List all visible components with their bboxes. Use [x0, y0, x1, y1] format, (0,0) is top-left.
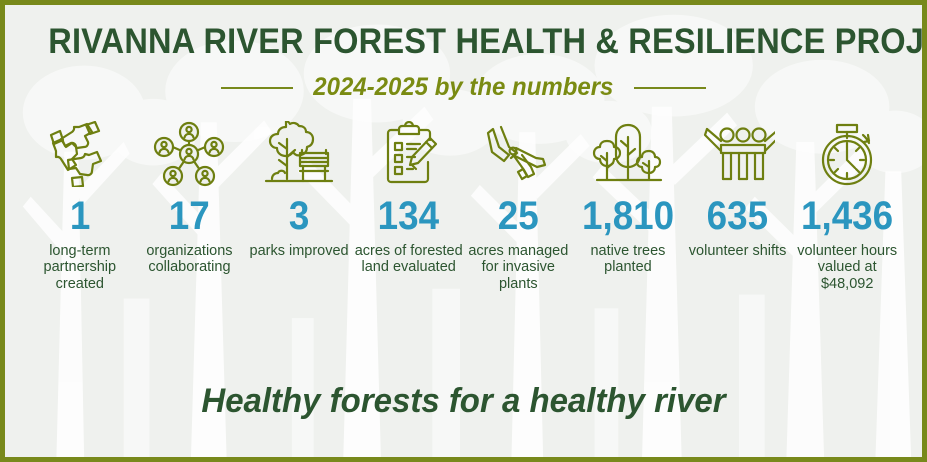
subtitle: 2024-2025 by the numbers [313, 73, 614, 102]
stat-label: acres of forested land evaluated [354, 243, 463, 276]
stat-organizations: 17 organizations collaborating [135, 118, 245, 275]
clipboard-checklist-pencil-icon [372, 118, 446, 190]
stat-value: 635 [706, 194, 769, 239]
subtitle-row: 2024-2025 by the numbers [17, 73, 910, 102]
stat-volunteer-hours: 1,436 volunteer hours valued at $48,092 [792, 118, 902, 292]
stat-value: 25 [497, 194, 539, 239]
stat-acres-evaluated: 134 acres of forested land evaluated [354, 118, 464, 275]
stat-label: native trees planted [590, 243, 666, 276]
stat-invasive-acres: 25 acres managed for invasive plants [464, 118, 574, 292]
stat-value: 134 [377, 194, 440, 239]
tree-and-park-bench-icon [262, 118, 336, 190]
people-network-icon [152, 118, 226, 190]
stat-label: long-term partnership created [43, 243, 117, 292]
stat-label: acres managed for invasive plants [468, 243, 569, 292]
tagline: Healthy forests for a healthy river [201, 382, 726, 420]
page-title: RIVANNA RIVER FOREST HEALTH & RESILIENCE… [48, 22, 927, 61]
stat-value: 1,810 [581, 194, 674, 239]
stopwatch-icon [810, 118, 884, 190]
rule-left [221, 86, 294, 89]
stat-volunteer-shifts: 635 volunteer shifts [683, 118, 793, 259]
stats-row: 1 long-term partnership created [17, 118, 910, 292]
stat-label: volunteer shifts [688, 243, 787, 260]
stat-label: parks improved [249, 243, 349, 260]
stat-partnership: 1 long-term partnership created [25, 118, 135, 292]
stat-value: 3 [288, 194, 310, 239]
stat-trees-planted: 1,810 native trees planted [573, 118, 683, 275]
stat-value: 17 [168, 194, 210, 239]
rule-right [633, 86, 706, 89]
stat-value: 1,436 [801, 194, 894, 239]
hands-puzzle-partnership-icon [43, 118, 117, 190]
three-people-arms-raised-icon [701, 118, 775, 190]
stat-label: organizations collaborating [146, 243, 233, 276]
three-trees-icon [591, 118, 665, 190]
stat-value: 1 [69, 194, 91, 239]
stat-parks: 3 parks improved [244, 118, 354, 259]
pruning-shears-icon [481, 118, 555, 190]
stat-label: volunteer hours valued at $48,092 [797, 243, 898, 292]
